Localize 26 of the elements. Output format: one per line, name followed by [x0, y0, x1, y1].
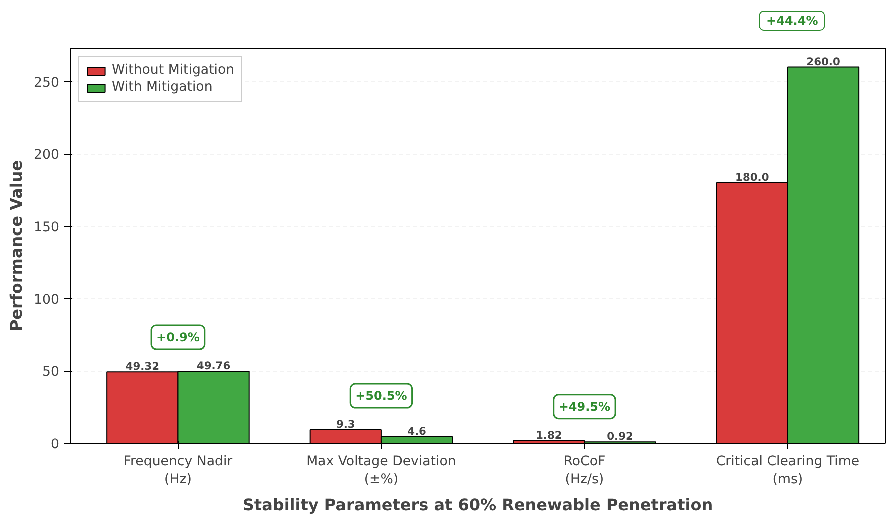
data-label: 4.6 [408, 424, 426, 438]
annotation: +49.5% [558, 400, 611, 414]
x-tick-label: Max Voltage Deviation (±%) [306, 454, 456, 488]
y-axis-title: Performance Value [7, 160, 26, 332]
x-tick-label: Frequency Nadir (Hz) [124, 454, 234, 488]
data-label: 49.76 [196, 360, 231, 373]
y-tick-label: 0 [51, 438, 60, 452]
data-label: 49.32 [126, 360, 160, 374]
y-tick-label: 200 [34, 148, 60, 164]
y-tick-label: 50 [42, 365, 60, 380]
y-tick-label: 100 [34, 292, 60, 308]
y-tick-label: 250 [34, 76, 60, 91]
data-label: 0.92 [607, 430, 634, 444]
annotation: +0.9% [156, 330, 200, 345]
x-axis-title: Stability Parameters at 60% Renewable Penetration [242, 496, 714, 514]
data-label: 260.0 [806, 55, 840, 68]
data-label: 9.3 [336, 418, 356, 432]
legend-label: Without Mitigation [112, 63, 235, 78]
data-label: 180.0 [736, 171, 770, 184]
data-label: 1.82 [536, 428, 562, 442]
y-tick-label: 150 [34, 220, 60, 236]
x-tick-label: RoCoF (Hz/s) [564, 454, 606, 488]
legend-label: With Mitigation [112, 80, 213, 95]
x-tick-label: Critical Clearing Time (ms) [716, 454, 860, 488]
annotation: +50.5% [356, 389, 408, 404]
text: +44.4% [760, 11, 826, 31]
